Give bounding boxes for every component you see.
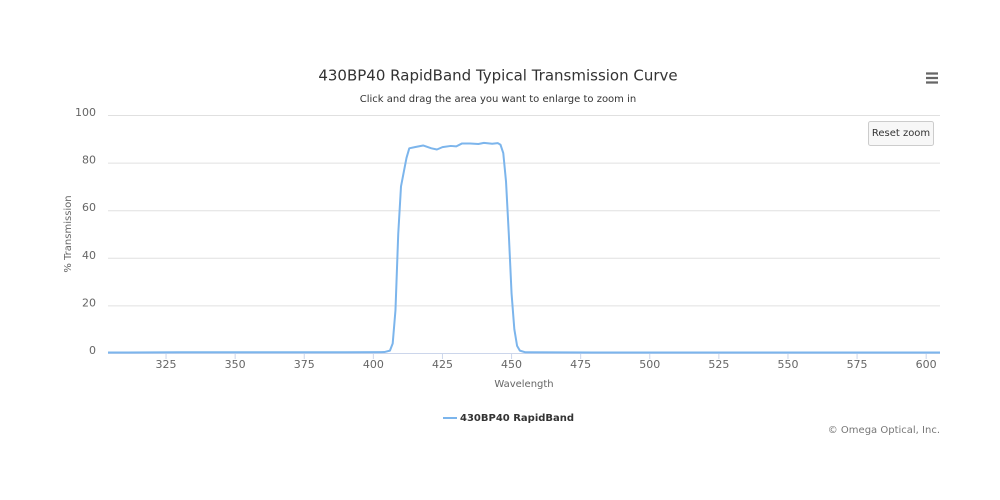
reset-zoom-label[interactable]: Reset zoom [872, 128, 930, 139]
credits: © Omega Optical, Inc. [828, 425, 940, 436]
y-tick-label: 80 [82, 154, 96, 167]
y-tick-label: 40 [82, 249, 96, 262]
y-tick-label: 100 [75, 106, 96, 119]
y-tick-label: 20 [82, 296, 96, 309]
y-axis-title: % Transmission [63, 195, 74, 272]
chart-subtitle: Click and drag the area you want to enla… [360, 94, 636, 105]
x-tick-label: 325 [156, 358, 177, 371]
x-tick-label: 575 [847, 358, 868, 371]
x-tick-label: 350 [225, 358, 246, 371]
y-tick-label: 0 [89, 344, 96, 357]
x-tick-label: 400 [363, 358, 384, 371]
chart-title: 430BP40 RapidBand Typical Transmission C… [318, 67, 677, 85]
menu-icon[interactable] [926, 72, 938, 84]
legend-label: 430BP40 RapidBand [460, 413, 574, 424]
x-tick-label: 375 [294, 358, 315, 371]
x-tick-label: 475 [570, 358, 591, 371]
menu-button[interactable] [922, 68, 942, 88]
x-tick-label: 450 [501, 358, 522, 371]
x-tick-label: 425 [432, 358, 453, 371]
x-tick-label: 500 [639, 358, 660, 371]
data-line [107, 141, 940, 354]
reset-zoom-button[interactable]: Reset zoom [868, 121, 934, 146]
x-tick-label: 550 [777, 358, 798, 371]
x-axis-title: Wavelength [494, 379, 553, 390]
x-tick-label: 600 [916, 358, 937, 371]
y-tick-label: 60 [82, 201, 96, 214]
reset-zoom-bg[interactable] [868, 121, 934, 146]
x-tick-label: 525 [708, 358, 729, 371]
